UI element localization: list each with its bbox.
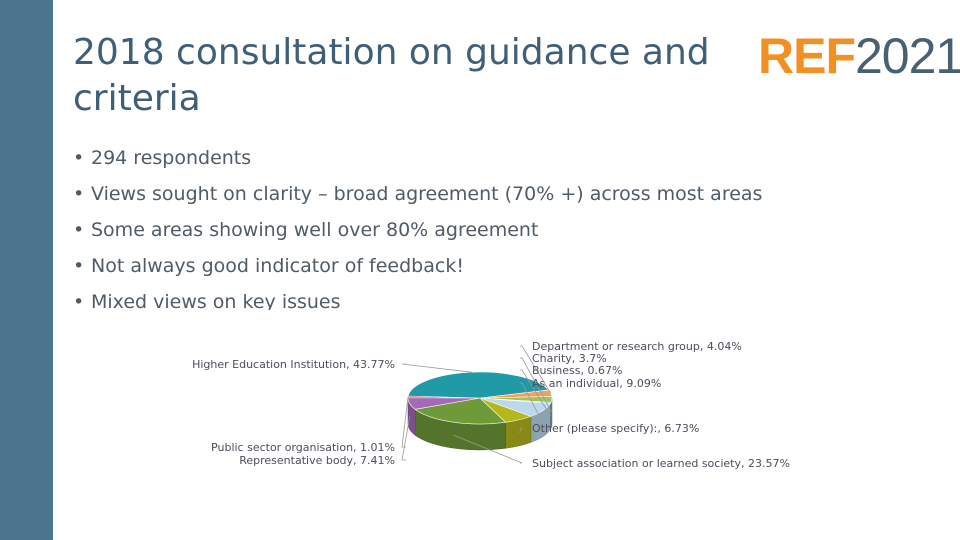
pie-label-subject-association-or-learned-society: Subject association or learned society, … [532,457,790,470]
bullet-list: 294 respondents Views sought on clarity … [73,140,793,310]
pie-label-other-please-specify: Other (please specify):, 6.73% [532,422,699,435]
pie-leader-line [401,416,411,461]
pie-label-higher-education-institution: Higher Education Institution, 43.77% [192,358,395,371]
pie-leader-line [518,427,523,434]
pie-leader-line [520,345,552,394]
pie-leader-line [453,434,523,464]
pie-leader-line [401,363,472,373]
pie-label-public-sector-organisation: Public sector organisation, 1.01% [211,441,395,454]
respondent-pie-chart: Department or research group, 4.04%Chari… [192,340,790,470]
pie-leader-line [520,357,553,413]
logo-ref-text: REF [758,28,856,84]
pie-side-walls [407,397,553,451]
logo-year-text: 2021 [855,28,960,84]
ref2021-logo: REF2021 [758,28,960,84]
pie-leader-line [520,382,544,424]
bullet-item: Mixed views on key issues [73,284,793,310]
pie-label-business: Business, 0.67% [532,364,622,377]
pie-leader-line [520,369,551,417]
bullet-item: Not always good indicator of feedback! [73,248,793,284]
slide-title: 2018 consultation on guidance and criter… [73,32,710,119]
pie-label-charity: Charity, 3.7% [532,352,607,365]
pie-label-as-an-individual: As an individual, 9.09% [532,377,661,390]
pie-slice-higher-education-institution [407,371,550,399]
left-accent-bar [0,0,53,540]
pie-slice-subject-association-or-learned-society [414,397,507,425]
pie-leader-line [401,396,409,448]
pie-label-department-or-research-group: Department or research group, 4.04% [532,340,742,353]
pie-labels: Department or research group, 4.04%Chari… [192,340,790,470]
bullet-item: Views sought on clarity – broad agreemen… [73,176,793,212]
pie-label-representative-body: Representative body, 7.41% [239,454,395,467]
bullet-item: 294 respondents [73,140,793,176]
pie-slices [407,371,553,425]
bullet-item: Some areas showing well over 80% agreeme… [73,212,793,248]
